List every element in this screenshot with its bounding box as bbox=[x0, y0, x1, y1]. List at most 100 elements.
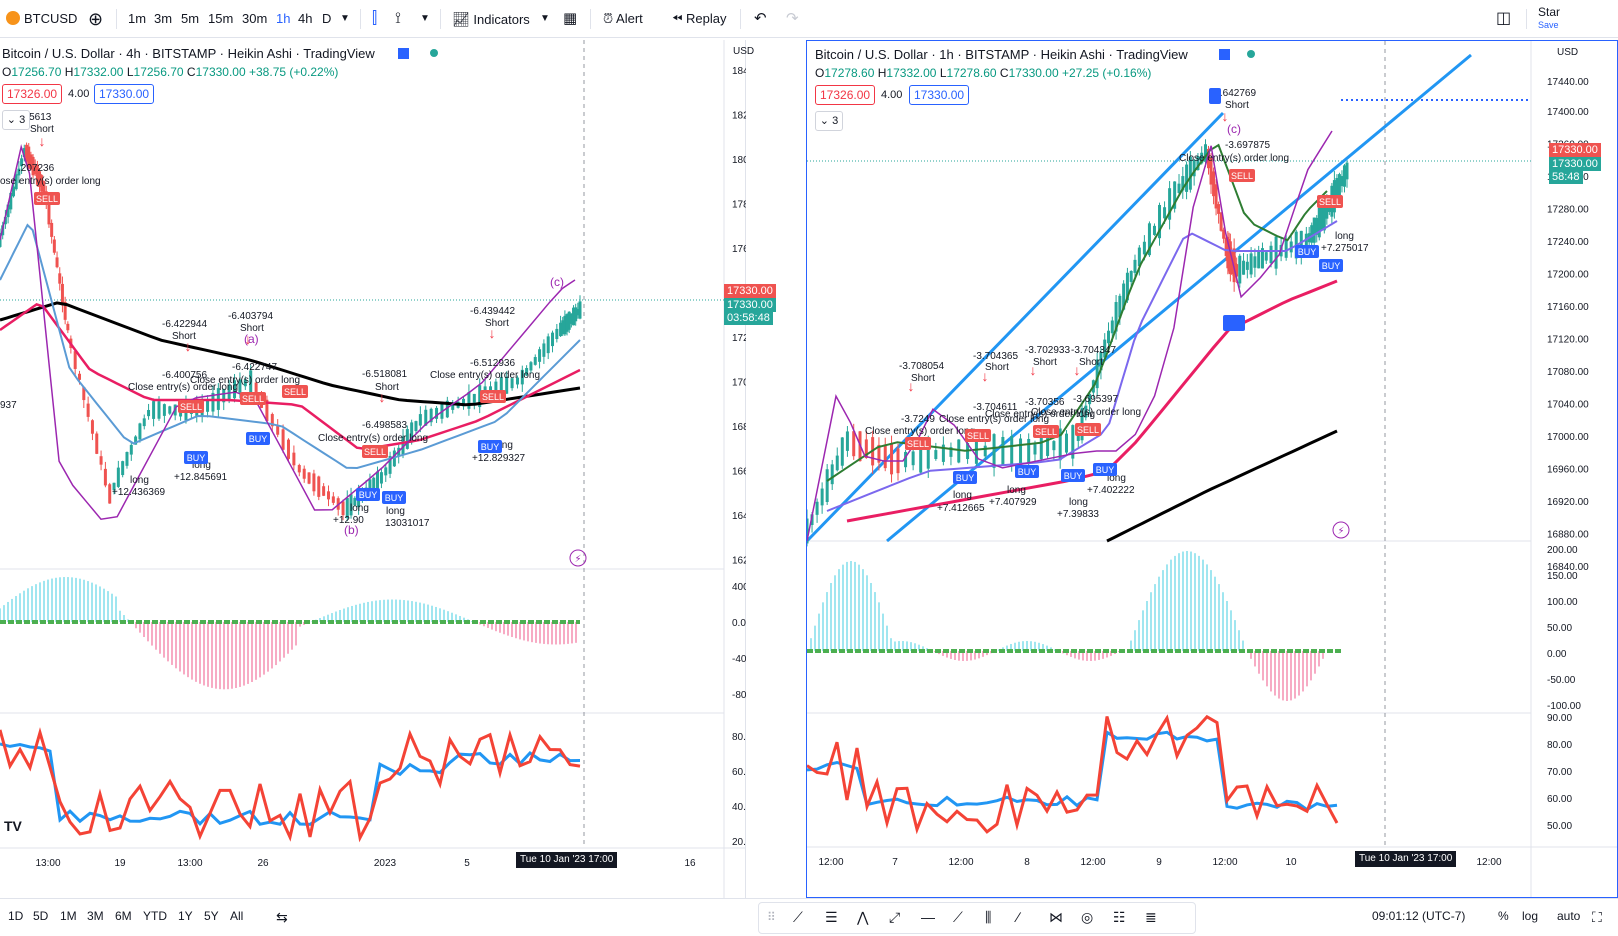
line-tool-icon[interactable]: ∕ bbox=[1017, 909, 1020, 925]
timeframe-30m[interactable]: 30m bbox=[242, 11, 268, 26]
alert-button[interactable]: ⏰︎ Alert bbox=[603, 9, 643, 29]
settings-lines-icon[interactable]: ☷ bbox=[1113, 909, 1126, 925]
ema-black-line bbox=[0, 301, 581, 407]
pattern-tool-icon[interactable]: ⋀ bbox=[857, 909, 869, 925]
horizontal-line-icon[interactable]: — bbox=[921, 909, 935, 925]
trade-annotation: Short bbox=[172, 331, 196, 342]
left-chart-pane[interactable]: 18400.00 18200.00 18000.00 17800.00 17600.00… bbox=[0, 40, 776, 898]
xabcd-pattern-icon[interactable]: ⋈ bbox=[1049, 909, 1063, 925]
time-tick-label: 13:00 bbox=[177, 858, 202, 869]
trend-tool-icon[interactable]: ⟋ bbox=[793, 909, 803, 925]
trade-annotation: -6.512936 bbox=[470, 358, 515, 369]
right-currency-label[interactable]: USD bbox=[1557, 47, 1579, 58]
right-chart-pane[interactable]: 17440.0017400.0017360.0017320.0017280.00… bbox=[806, 40, 1618, 898]
right-indicators-toggle[interactable]: ⌄ 3 bbox=[815, 111, 843, 131]
fib-tool-icon[interactable]: ☰ bbox=[825, 909, 838, 925]
log-scale-toggle[interactable]: log bbox=[1522, 909, 1539, 923]
trade-annotation: Short bbox=[985, 362, 1009, 373]
gann-tool-icon[interactable]: ◎ bbox=[1081, 909, 1094, 925]
flag-icon[interactable] bbox=[1219, 49, 1230, 60]
wave-label: (c) bbox=[1227, 122, 1241, 136]
layout-grid-icon[interactable]: ▦ bbox=[563, 10, 578, 27]
rsi-tick-label: 80.00 bbox=[1547, 740, 1572, 751]
auto-scale-toggle[interactable]: auto bbox=[1557, 909, 1581, 923]
trade-annotation: .207236 bbox=[18, 163, 55, 174]
timeframe-4h[interactable]: 4h bbox=[298, 11, 313, 26]
candle-chart-type-icon[interactable]: ⟟ bbox=[395, 10, 401, 27]
percent-scale-toggle[interactable]: % bbox=[1498, 909, 1509, 923]
buy-signal-label: BUY bbox=[385, 493, 404, 503]
replay-button[interactable]: ⏪︎ Replay bbox=[672, 9, 727, 29]
redo-icon[interactable]: ↷ bbox=[786, 10, 799, 27]
timeframe-chevron-down-icon[interactable]: ▼ bbox=[340, 13, 350, 24]
time-tick-label: 2023 bbox=[374, 858, 397, 869]
indicators-chevron-down-icon[interactable]: ▼ bbox=[540, 13, 550, 24]
list-tool-icon[interactable]: ≣ bbox=[1145, 909, 1157, 925]
ema-black-line bbox=[1106, 429, 1338, 543]
toolbar-divider bbox=[740, 9, 741, 29]
left-chart-canvas[interactable]: 18400.00 18200.00 18000.00 17800.00 17600.00… bbox=[0, 40, 746, 898]
tradingview-logo-icon[interactable]: TV bbox=[4, 818, 22, 834]
clock-timezone[interactable]: 09:01:12 (UTC-7) bbox=[1372, 909, 1466, 923]
timeframe-3m[interactable]: 3m bbox=[154, 11, 173, 26]
left-indicators-toggle[interactable]: ⌄ 3 bbox=[2, 110, 30, 130]
range-all[interactable]: All bbox=[230, 909, 244, 923]
trade-annotation: long bbox=[386, 506, 405, 517]
trade-annotation: long bbox=[1069, 497, 1088, 508]
ray-tool-icon[interactable]: ⟋ bbox=[953, 909, 963, 925]
sell-signal-badge bbox=[1033, 425, 1059, 438]
bars-pattern-icon[interactable]: ⫼ bbox=[985, 909, 992, 925]
range-3m[interactable]: 3M bbox=[87, 909, 104, 923]
compare-plus-icon[interactable]: ⊕ bbox=[88, 9, 104, 29]
macd-tick-label: 0.00 bbox=[1547, 649, 1567, 660]
range-6m[interactable]: 6M bbox=[115, 909, 132, 923]
range-5d[interactable]: 5D bbox=[33, 909, 49, 923]
flag-icon[interactable] bbox=[398, 48, 409, 59]
timeframe-5m[interactable]: 5m bbox=[181, 11, 200, 26]
bitcoin-icon bbox=[6, 11, 20, 25]
ema-blue-line bbox=[826, 220, 1338, 512]
rsi-red-line bbox=[807, 714, 1339, 835]
drag-handle-icon[interactable]: ⠿ bbox=[767, 910, 776, 924]
macd-tick-label: 50.00 bbox=[1547, 623, 1572, 634]
timeframe-d[interactable]: D bbox=[322, 11, 332, 26]
range-ytd[interactable]: YTD bbox=[143, 909, 167, 923]
left-currency-label[interactable]: USD bbox=[733, 46, 755, 57]
range-5y[interactable]: 5Y bbox=[204, 909, 219, 923]
range-1d[interactable]: 1D bbox=[8, 909, 24, 923]
fullscreen-icon[interactable]: ⛶ bbox=[1592, 909, 1602, 925]
right-buy-price-button[interactable]: 17330.00 bbox=[909, 85, 970, 105]
range-1y[interactable]: 1Y bbox=[178, 909, 193, 923]
timeframe-1h[interactable]: 1h bbox=[276, 11, 291, 26]
chart-type-chevron-down-icon[interactable]: ▼ bbox=[420, 13, 430, 24]
path-tool-icon[interactable]: ⤢ bbox=[889, 909, 901, 925]
left-spread: 4.00 bbox=[68, 88, 90, 100]
buy-signal-badge bbox=[184, 451, 208, 464]
price-tick-label: 16200.00 bbox=[732, 556, 746, 567]
timeframe-1m[interactable]: 1m bbox=[128, 11, 147, 26]
range-1m[interactable]: 1M bbox=[60, 909, 77, 923]
trade-annotation: -6.518081 bbox=[362, 369, 407, 380]
bar-chart-type-icon[interactable]: ⫿ bbox=[372, 10, 378, 27]
trade-annotation: Short bbox=[1225, 100, 1249, 111]
timeframe-15m[interactable]: 15m bbox=[208, 11, 234, 26]
sell-signal-badge bbox=[480, 390, 506, 403]
left-buy-price-button[interactable]: 17330.00 bbox=[94, 84, 155, 104]
indicators-button[interactable]: 📈︎ Indicators bbox=[452, 9, 530, 29]
symbol-search-button[interactable]: BTCUSD bbox=[6, 9, 77, 29]
save-button[interactable]: Star Save bbox=[1538, 6, 1560, 32]
right-sell-price-button[interactable]: 17326.00 bbox=[815, 85, 876, 105]
short-arrow: ↓ bbox=[245, 331, 252, 347]
layout-split-icon[interactable]: ◫ bbox=[1496, 10, 1512, 27]
toolbar-divider bbox=[590, 9, 591, 29]
rsi-tick-label: 40.00 bbox=[732, 802, 746, 813]
buy-signal-label: BUY bbox=[481, 442, 500, 452]
undo-icon[interactable]: ↶ bbox=[754, 10, 767, 27]
trade-annotation: Close entry(s) order long bbox=[190, 375, 300, 386]
left-sell-price-button[interactable]: 17326.00 bbox=[2, 84, 63, 104]
bottom-toolbar: 1D 5D 1M 3M 6M YTD 1Y 5Y All ⇆ ⠿ ⟋ ☰ ⋀ ⤢… bbox=[0, 898, 1618, 936]
sell-signal-label: SELL bbox=[1319, 197, 1341, 207]
right-chart-canvas[interactable]: 17440.0017400.0017360.0017320.0017280.00… bbox=[807, 41, 1617, 897]
goto-date-icon[interactable]: ⇆ bbox=[276, 909, 288, 925]
market-status-dot bbox=[430, 49, 438, 57]
